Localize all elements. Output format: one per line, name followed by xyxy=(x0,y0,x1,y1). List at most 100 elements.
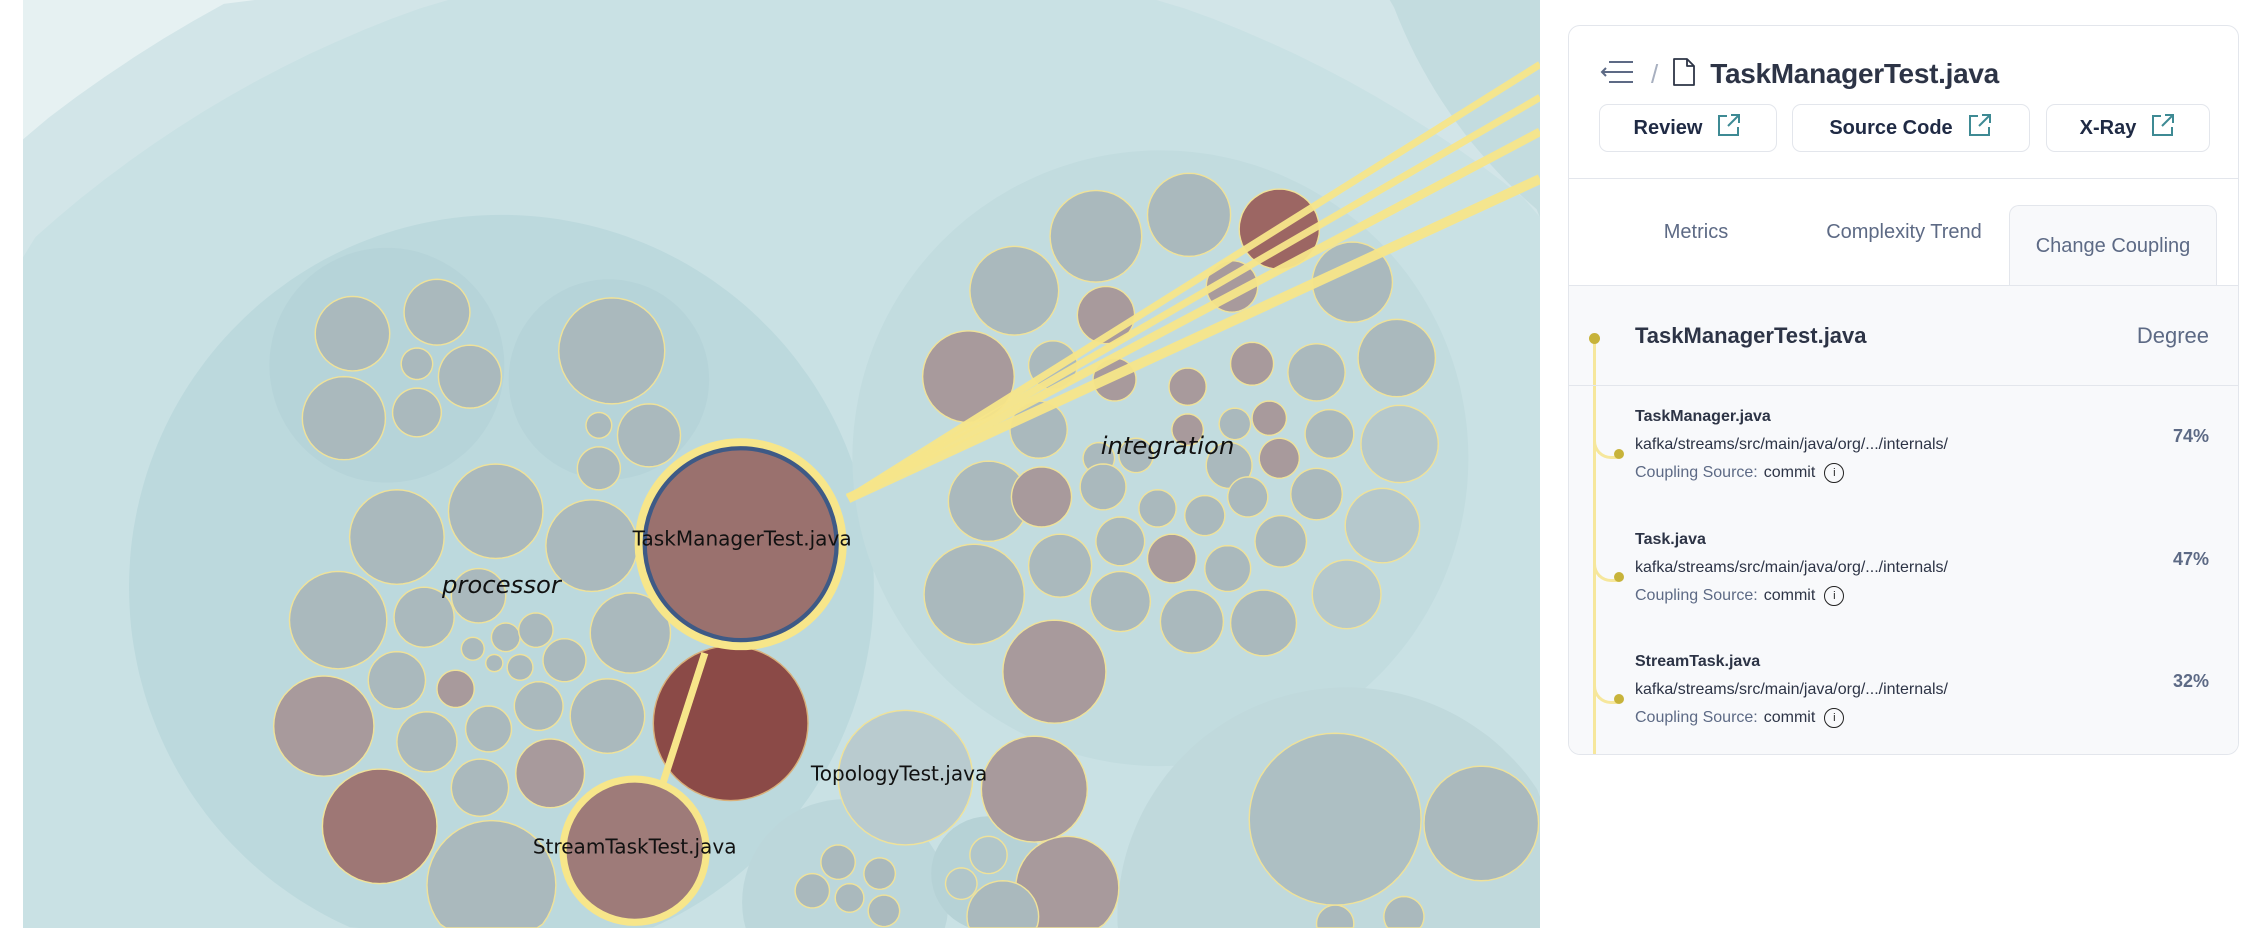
file-node[interactable] xyxy=(1290,467,1344,521)
file-node[interactable] xyxy=(1118,437,1154,474)
file-node[interactable] xyxy=(1159,589,1225,654)
file-node[interactable] xyxy=(450,567,507,624)
file-node[interactable] xyxy=(966,880,1040,928)
info-icon[interactable]: i xyxy=(1824,463,1845,483)
file-node[interactable] xyxy=(569,678,646,755)
file-node[interactable] xyxy=(1184,494,1226,537)
file-node[interactable] xyxy=(1171,413,1205,447)
file-node[interactable] xyxy=(1287,342,1346,402)
file-node[interactable] xyxy=(490,622,521,653)
file-node[interactable] xyxy=(1248,732,1422,906)
file-node[interactable] xyxy=(969,245,1060,336)
file-node[interactable] xyxy=(272,675,375,777)
file-node[interactable] xyxy=(391,387,443,438)
file-node[interactable] xyxy=(576,446,622,491)
file-node[interactable] xyxy=(1218,407,1252,441)
file-node[interactable] xyxy=(863,857,897,891)
file-node[interactable] xyxy=(837,709,974,846)
file-node[interactable] xyxy=(980,735,1089,843)
file-node[interactable] xyxy=(1079,463,1127,511)
coupled-file-name[interactable]: StreamTask.java xyxy=(1635,653,1761,670)
coupled-file-name[interactable]: Task.java xyxy=(1635,531,1706,548)
file-node[interactable] xyxy=(1138,489,1177,528)
file-node[interactable] xyxy=(464,705,513,753)
file-node[interactable] xyxy=(1089,570,1152,633)
file-node[interactable] xyxy=(436,669,475,709)
file-node[interactable] xyxy=(1027,533,1093,598)
file-node[interactable] xyxy=(484,653,504,673)
file-node[interactable] xyxy=(1229,589,1298,657)
file-node[interactable] xyxy=(450,758,510,818)
file-node[interactable] xyxy=(834,882,865,913)
tab-metrics[interactable]: Metrics xyxy=(1663,220,1729,243)
file-node[interactable] xyxy=(867,894,901,928)
file-node[interactable] xyxy=(1002,619,1107,724)
file-node[interactable] xyxy=(396,711,458,773)
collapse-left-icon[interactable] xyxy=(1599,59,1635,90)
file-node[interactable] xyxy=(1146,533,1197,584)
file-node-topology-test[interactable] xyxy=(652,645,809,802)
file-node[interactable] xyxy=(517,612,554,649)
file-node[interactable] xyxy=(1360,404,1440,484)
file-node[interactable] xyxy=(969,835,1008,875)
file-node[interactable] xyxy=(545,499,639,593)
file-node[interactable] xyxy=(321,768,438,885)
file-node[interactable] xyxy=(513,680,564,732)
file-node[interactable] xyxy=(1229,341,1275,386)
tab-change-coupling[interactable]: Change Coupling xyxy=(2009,205,2217,287)
file-node[interactable] xyxy=(515,738,586,809)
file-node[interactable] xyxy=(314,295,391,372)
file-node[interactable] xyxy=(1383,895,1425,928)
file-node[interactable] xyxy=(367,650,427,710)
file-node[interactable] xyxy=(1344,487,1421,564)
code-map[interactable]: processor integration TaskManagerTest.java… xyxy=(23,0,1540,928)
file-node[interactable] xyxy=(616,403,682,468)
x-ray-button[interactable]: X-Ray xyxy=(2046,104,2210,152)
info-icon[interactable]: i xyxy=(1824,708,1845,728)
file-node[interactable] xyxy=(1251,400,1288,437)
file-node[interactable] xyxy=(1258,437,1301,480)
file-node-stream-task-test[interactable] xyxy=(559,775,710,926)
coupling-item[interactable]: StreamTask.java kafka/streams/src/main/j… xyxy=(1569,643,2238,754)
file-node[interactable] xyxy=(923,543,1026,646)
file-node[interactable] xyxy=(794,872,831,909)
file-node[interactable] xyxy=(348,489,445,586)
file-node[interactable] xyxy=(393,586,455,649)
file-node[interactable] xyxy=(1168,367,1207,407)
file-node[interactable] xyxy=(1315,904,1355,928)
file-node[interactable] xyxy=(1254,514,1308,568)
file-node[interactable] xyxy=(437,344,503,409)
file-node[interactable] xyxy=(944,867,978,901)
file-node[interactable] xyxy=(947,460,1030,543)
file-node[interactable] xyxy=(403,278,471,346)
file-node[interactable] xyxy=(1049,189,1143,283)
file-node[interactable] xyxy=(820,844,856,881)
file-node[interactable] xyxy=(1204,544,1252,593)
file-node[interactable] xyxy=(447,463,544,560)
file-node[interactable] xyxy=(301,375,387,461)
coupling-item[interactable]: Task.java kafka/streams/src/main/java/or… xyxy=(1569,521,2238,644)
file-node[interactable] xyxy=(1311,559,1382,630)
tab-complexity-trend[interactable]: Complexity Trend xyxy=(1826,220,1982,243)
file-node[interactable] xyxy=(585,411,613,439)
file-node[interactable] xyxy=(1423,765,1540,882)
file-node[interactable] xyxy=(1357,318,1437,398)
folder-circle[interactable] xyxy=(1360,0,1540,330)
file-node[interactable] xyxy=(1010,466,1073,528)
file-node[interactable] xyxy=(506,653,534,681)
file-node[interactable] xyxy=(1095,516,1146,567)
file-node[interactable] xyxy=(460,636,485,661)
source-code-button[interactable]: Source Code xyxy=(1792,104,2030,152)
file-node[interactable] xyxy=(542,637,587,683)
file-node[interactable] xyxy=(1146,172,1232,258)
coupled-file-name[interactable]: TaskManager.java xyxy=(1635,408,1771,425)
info-icon[interactable]: i xyxy=(1824,586,1845,606)
file-node[interactable] xyxy=(426,819,557,928)
review-button[interactable]: Review xyxy=(1599,104,1777,152)
file-node[interactable] xyxy=(1227,476,1269,518)
file-node[interactable] xyxy=(400,347,434,381)
file-node[interactable] xyxy=(1304,408,1355,459)
coupling-item[interactable]: TaskManager.java kafka/streams/src/main/… xyxy=(1569,398,2238,521)
file-node[interactable] xyxy=(288,570,388,670)
file-node-task-manager-test[interactable] xyxy=(642,446,839,643)
